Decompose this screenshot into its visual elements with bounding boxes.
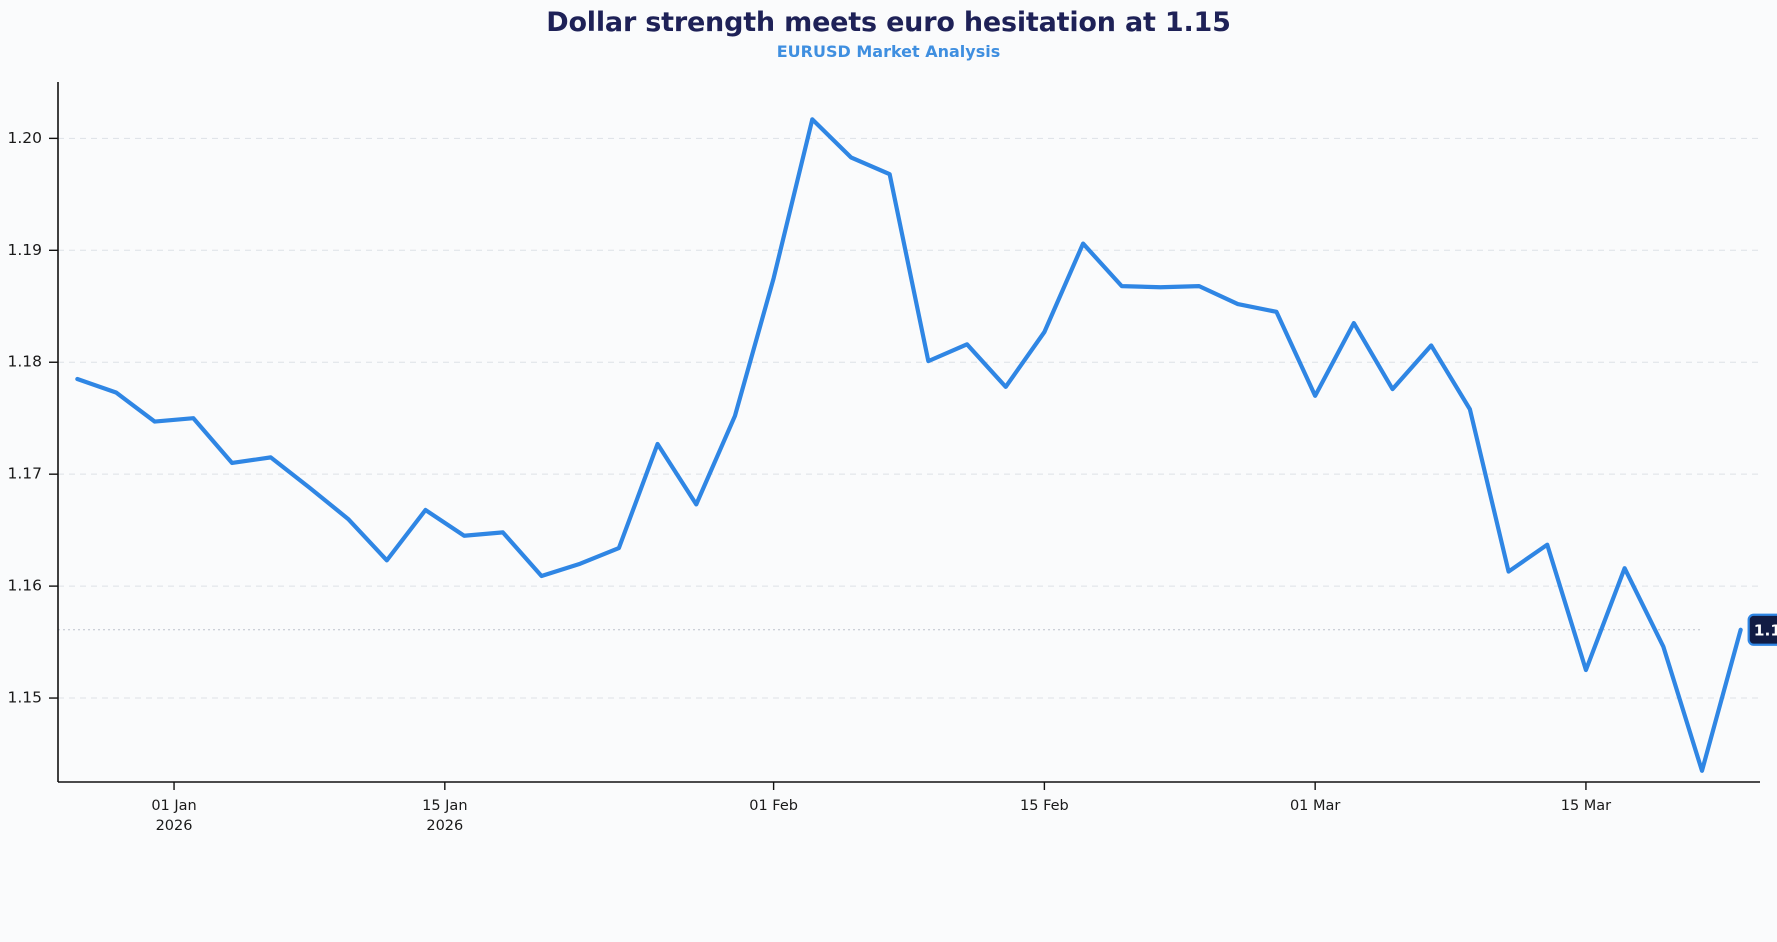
gridlines (58, 137, 1760, 699)
series-eurusd (75, 117, 1743, 773)
x-axis (58, 781, 1760, 790)
line-chart-svg: 1.15 1.16 1.17 1.18 1.19 1.20 01 Jan 2026 15 Ja… (0, 70, 1777, 942)
price-badge-background[interactable] (1747, 613, 1777, 646)
plot-area: 1.15 1.16 1.17 1.18 1.19 1.20 01 Jan 2026 15 Ja… (0, 70, 1777, 942)
x-tick-label: 01 Feb (749, 798, 798, 814)
x-tick-label: 01 Jan (151, 798, 196, 814)
x-tick-label: 15 Feb (1020, 798, 1069, 814)
y-axis (49, 82, 59, 782)
series-line-eurusd (75, 117, 1743, 773)
x-tick-label: 01 Mar (1290, 798, 1340, 814)
y-tick-label: 1.19 (7, 241, 42, 259)
chart-subtitle: EURUSD Market Analysis (776, 42, 1001, 61)
y-tick-label: 1.17 (7, 465, 42, 483)
chart-header: Dollar strength meets euro hesitation at… (0, 0, 1777, 70)
x-tick-label: 2026 (426, 818, 463, 834)
y-tick-label: 1.16 (7, 577, 42, 595)
x-tick-label: 15 Jan (422, 798, 467, 814)
price-badge-label: 1.1561 (1754, 621, 1777, 639)
y-tick-label: 1.15 (7, 689, 42, 707)
x-tick-labels: 01 Jan 2026 15 Jan 2026 01 Feb 15 Feb 01 Mar 15… (151, 798, 1611, 834)
y-tick-labels: 1.15 1.16 1.17 1.18 1.19 1.20 (7, 129, 42, 707)
y-tick-label: 1.18 (7, 353, 42, 371)
x-tick-label: 15 Mar (1561, 798, 1611, 814)
y-tick-label: 1.20 (7, 129, 42, 147)
x-tick-label: 2026 (156, 818, 193, 834)
last-price-badge[interactable]: 1.1561 (1747, 613, 1777, 646)
page-title: Dollar strength meets euro hesitation at… (546, 7, 1231, 38)
